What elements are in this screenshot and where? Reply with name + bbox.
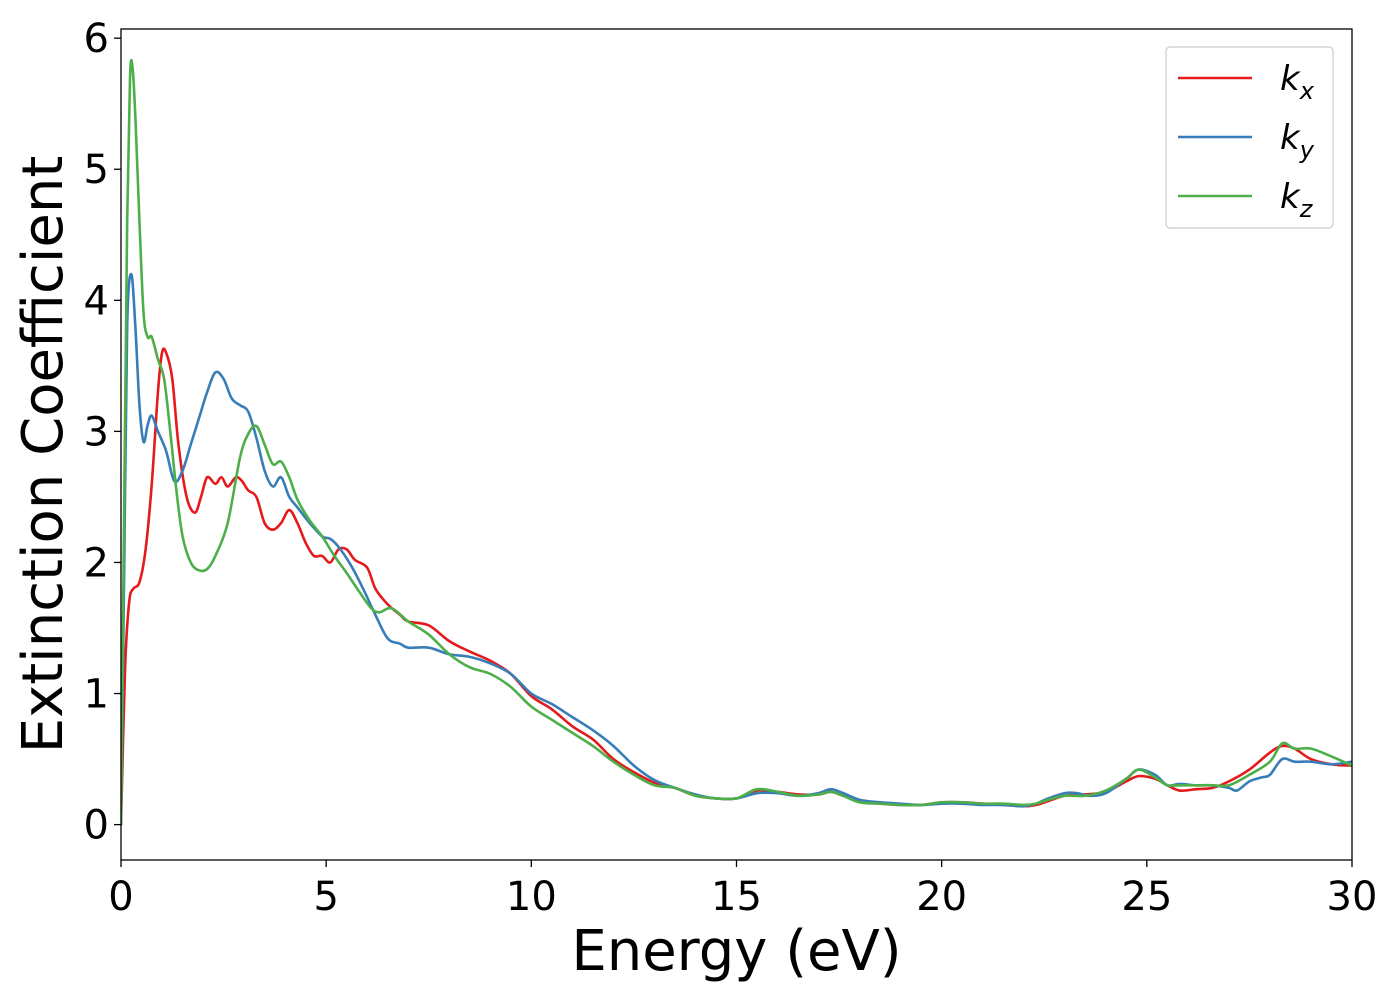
series-layer xyxy=(121,58,1352,826)
y-tick-label: 0 xyxy=(84,803,109,849)
x-axis-ticks: 0 5 10 15 20 25 30 xyxy=(108,860,1377,920)
x-tick-label: 30 xyxy=(1327,874,1378,920)
legend-label-x: kx xyxy=(1280,59,1315,105)
x-tick-label: 5 xyxy=(313,874,338,920)
y-axis-label: Extinction Coefficient xyxy=(11,156,76,754)
x-tick-label: 0 xyxy=(108,874,133,920)
y-tick-label: 1 xyxy=(84,672,109,718)
series-line-x xyxy=(121,347,1352,826)
x-tick-label: 15 xyxy=(711,874,762,920)
x-tick-label: 25 xyxy=(1121,874,1172,920)
x-axis-label: Energy (eV) xyxy=(571,919,901,984)
series-line-y xyxy=(121,272,1352,826)
y-axis-ticks: 0 1 2 3 4 5 6 xyxy=(84,16,121,849)
legend-label-y: ky xyxy=(1280,118,1315,164)
y-tick-label: 4 xyxy=(84,278,109,324)
legend-label-z: kz xyxy=(1280,177,1314,223)
y-tick-label: 5 xyxy=(84,147,109,193)
y-tick-label: 3 xyxy=(84,409,109,455)
y-tick-label: 6 xyxy=(84,16,109,62)
y-tick-label: 2 xyxy=(84,540,109,586)
x-tick-label: 20 xyxy=(916,874,967,920)
series-line-z xyxy=(121,58,1352,826)
legend-entries: kx ky kz xyxy=(1178,59,1315,223)
x-tick-label: 10 xyxy=(506,874,557,920)
legend: kx ky kz xyxy=(1165,46,1334,229)
